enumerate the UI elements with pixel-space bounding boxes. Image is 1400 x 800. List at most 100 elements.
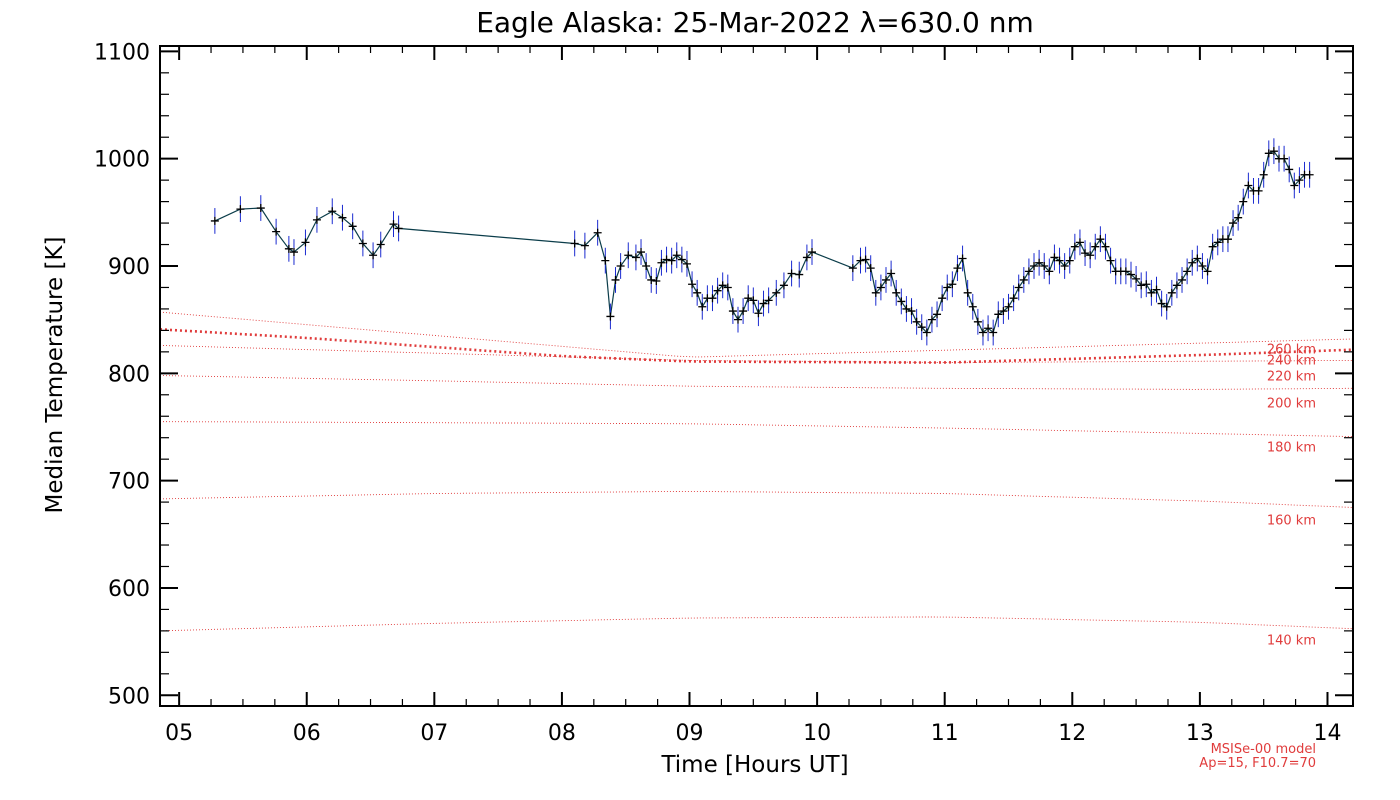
data-point [672, 251, 681, 260]
data-point [708, 294, 717, 303]
data-point [657, 258, 666, 267]
data-point [601, 256, 610, 265]
y-tick-label: 800 [108, 362, 150, 387]
model-curve-label: 140 km [1267, 634, 1316, 649]
data-point [1126, 270, 1135, 279]
x-tick-label: 08 [548, 721, 576, 746]
x-tick-label: 11 [931, 721, 959, 746]
data-point [772, 288, 781, 297]
data-point [1254, 186, 1263, 195]
data-point [787, 269, 796, 278]
data-point [882, 275, 891, 284]
data-point [570, 239, 579, 248]
data-point [963, 288, 972, 297]
chart-title: Eagle Alaska: 25-Mar-2022 λ=630.0 nm [476, 6, 1034, 39]
x-tick-label: 07 [420, 721, 448, 746]
model-curve-label: 200 km [1267, 396, 1316, 411]
data-point [999, 307, 1008, 316]
data-point [1096, 235, 1105, 244]
data-point [1178, 275, 1187, 284]
data-point [1167, 288, 1176, 297]
model-curve [159, 490, 1354, 508]
model-curve [159, 421, 1354, 438]
model-curve-label: 260 km [1267, 343, 1316, 358]
data-point [1203, 267, 1212, 276]
data-point [994, 310, 1003, 319]
model-curve [159, 375, 1354, 390]
data-point [876, 283, 885, 292]
data-point [718, 281, 727, 290]
data-point [301, 238, 310, 247]
data-point [338, 213, 347, 222]
data-point [907, 307, 916, 316]
data-point [1121, 267, 1130, 276]
x-tick-label: 14 [1313, 721, 1341, 746]
data-point [764, 296, 773, 305]
data-point [667, 256, 676, 265]
model-curve [159, 344, 1354, 363]
data-point [637, 248, 646, 257]
data-point [1075, 238, 1084, 247]
data-point [1024, 267, 1033, 276]
data-point [1234, 213, 1243, 222]
data-point [1019, 275, 1028, 284]
data-point [1208, 242, 1217, 251]
data-point [938, 294, 947, 303]
data-point [1172, 281, 1181, 290]
data-point [984, 324, 993, 333]
data-point [652, 277, 661, 286]
data-point [856, 256, 865, 265]
y-tick-label: 500 [108, 684, 150, 709]
data-point [1157, 299, 1166, 308]
data-point [1183, 267, 1192, 276]
data-point [376, 240, 385, 249]
data-point [1137, 281, 1146, 290]
model-curve-label: 160 km [1267, 513, 1316, 528]
data-point [1035, 258, 1044, 267]
data-point [1045, 267, 1054, 276]
data-point [973, 317, 982, 326]
model-note-line-2: Ap=15, F10.7=70 [1199, 756, 1316, 771]
data-point [759, 299, 768, 308]
data-point [978, 328, 987, 337]
data-point [912, 317, 921, 326]
data-point [948, 280, 957, 289]
data-point [616, 262, 625, 270]
data-point [1060, 262, 1069, 270]
data-point [593, 228, 602, 237]
data-point [611, 275, 620, 284]
data-point [1070, 242, 1079, 251]
data-point [808, 248, 817, 257]
data-point [968, 302, 977, 311]
data-point [580, 241, 589, 250]
data-point [1081, 249, 1090, 258]
data-point [1065, 256, 1074, 265]
data-point [272, 227, 281, 236]
data-point [289, 248, 298, 257]
data-point [1014, 283, 1023, 292]
data-point [312, 215, 321, 224]
y-tick-label: 1100 [94, 40, 150, 65]
model-curve-label: 240 km [1267, 353, 1316, 368]
data-point [1198, 262, 1207, 270]
model-curve [159, 328, 1354, 364]
data-point [848, 264, 857, 273]
data-point [1132, 274, 1141, 283]
data-point [1259, 170, 1268, 179]
data-point [631, 253, 640, 262]
data-point [256, 204, 265, 213]
data-point [779, 281, 788, 290]
y-tick-label: 700 [108, 470, 150, 495]
data-point [861, 255, 870, 264]
data-point [1188, 258, 1197, 267]
data-point [677, 255, 686, 264]
data-point [958, 254, 967, 263]
x-axis-label: Time [Hours UT] [660, 752, 848, 778]
series-line [214, 150, 1310, 334]
data-point [1050, 253, 1059, 262]
data-point [1239, 197, 1248, 206]
data-point [866, 264, 875, 273]
data-point [733, 315, 742, 324]
data-point [989, 328, 998, 337]
